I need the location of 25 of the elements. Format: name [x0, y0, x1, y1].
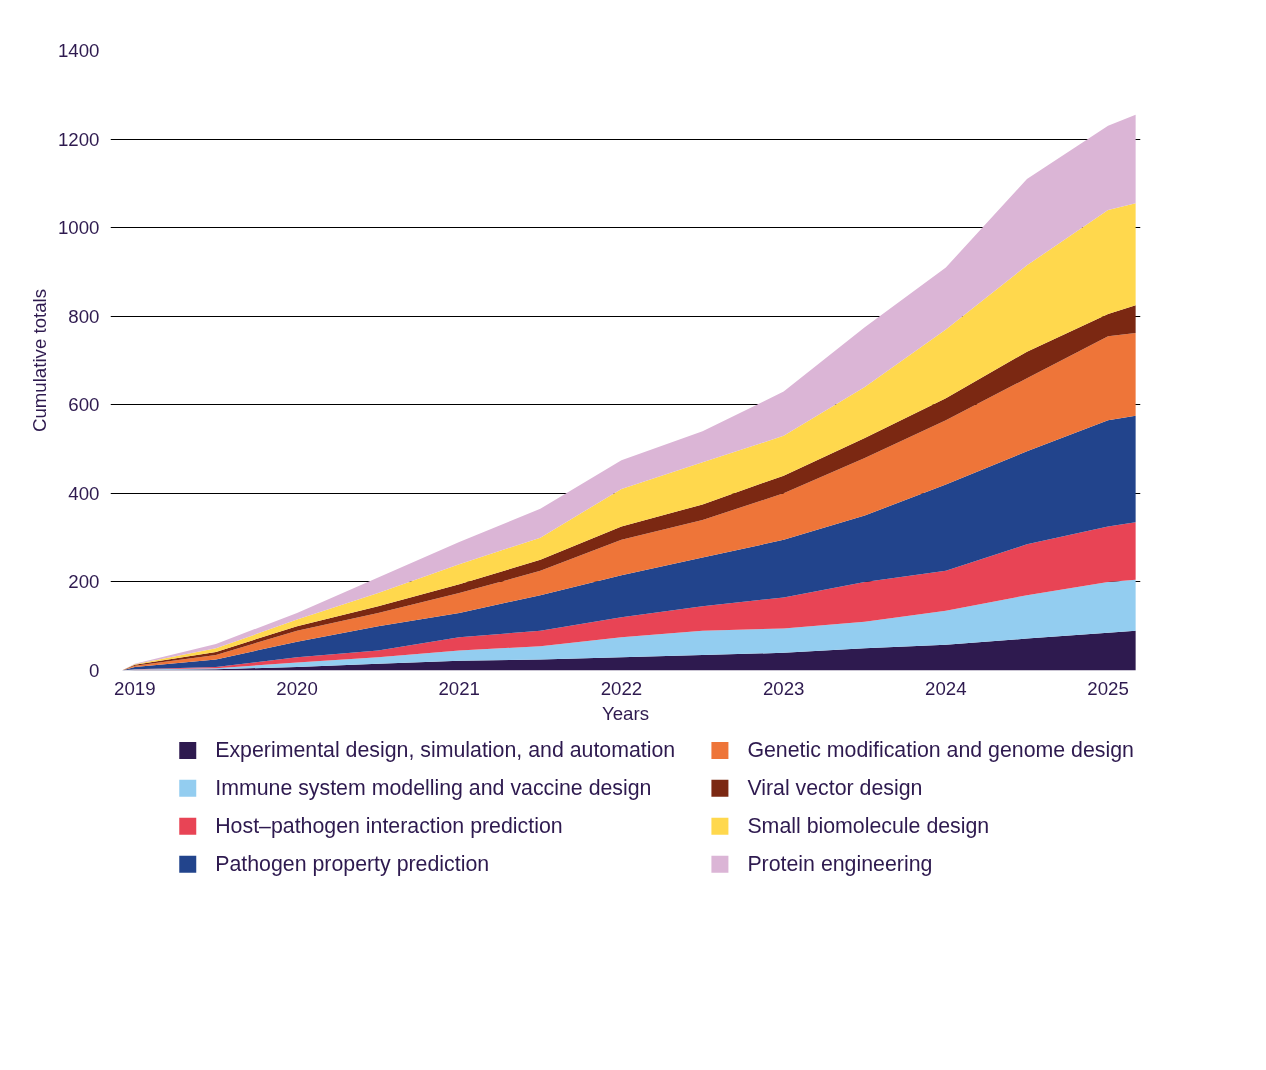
x-tick-label: 2024	[925, 677, 967, 699]
x-tick-label: 2021	[438, 677, 480, 699]
y-axis-title: Cumulative totals	[29, 288, 50, 433]
y-tick-label: 1200	[58, 128, 100, 150]
legend-label: Pathogen property prediction	[215, 852, 490, 877]
x-axis-title: Years	[601, 702, 650, 724]
legend-label: Protein engineering	[747, 852, 933, 877]
legend-label: Experimental design, simulation, and automation	[215, 738, 676, 763]
y-tick-label: 200	[68, 571, 100, 593]
y-tick-label: 600	[68, 394, 100, 416]
x-tick-label: 2019	[114, 677, 156, 699]
x-tick-label: 2020	[276, 677, 318, 699]
y-tick-label: 800	[68, 305, 100, 327]
x-tick-label: 2025	[1087, 677, 1129, 699]
x-tick-label: 2023	[762, 677, 805, 699]
x-tick-label: 2022	[600, 677, 643, 699]
y-tick-label: 400	[68, 482, 100, 504]
legend-label: Viral vector design	[747, 776, 923, 801]
legend-label: Host–pathogen interaction prediction	[215, 814, 563, 839]
legend-label: Immune system modelling and vaccine design	[215, 776, 652, 801]
y-tick-label: 1400	[58, 40, 100, 61]
legend-label: Small biomolecule design	[747, 814, 990, 839]
y-tick-label: 1000	[58, 217, 100, 239]
legend-label: Genetic modification and genome design	[747, 738, 1134, 763]
y-tick-label: 0	[89, 660, 100, 681]
